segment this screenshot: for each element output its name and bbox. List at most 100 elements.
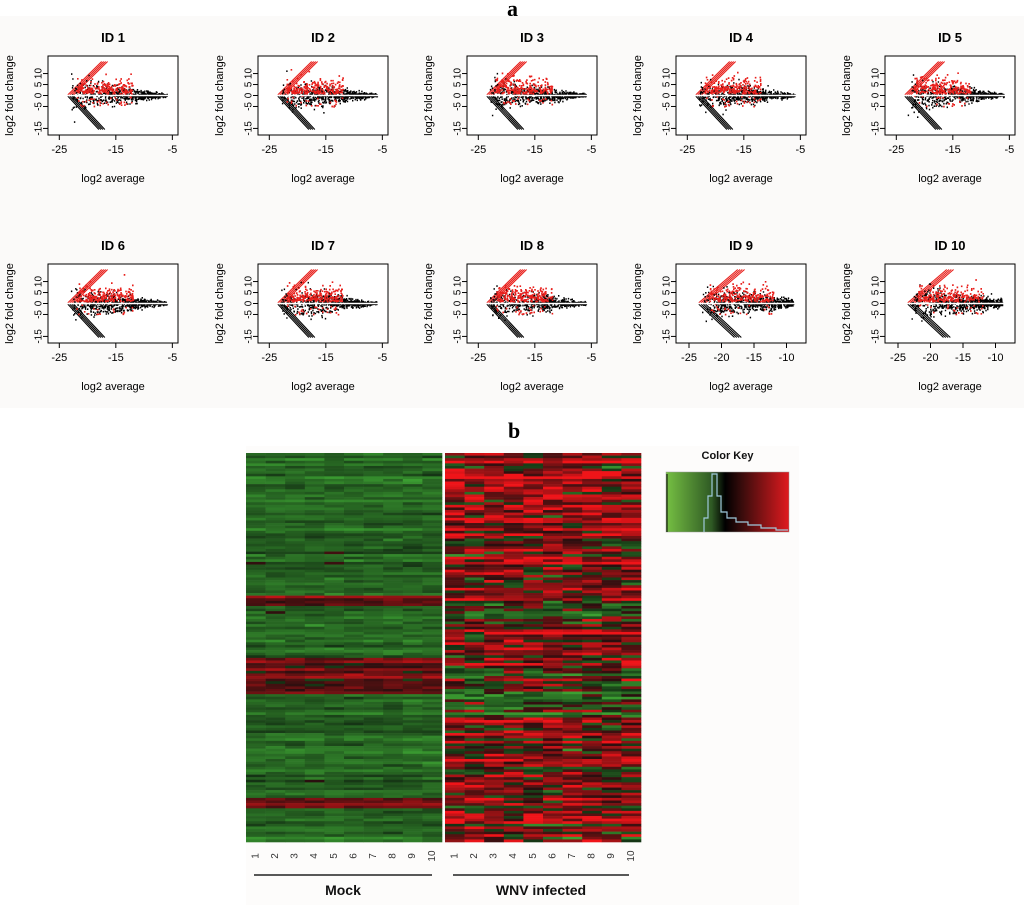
y-tick-label: 5 — [871, 289, 882, 295]
y-tick-label: -15 — [244, 329, 255, 344]
x-tick-label: -5 — [377, 352, 387, 364]
column-label: 4 — [309, 853, 320, 859]
x-tick-label: -15 — [527, 144, 543, 156]
y-tick-label: -5 — [244, 102, 255, 111]
y-tick-label: -5 — [453, 310, 464, 319]
group-label: Mock — [325, 882, 361, 898]
diagonal-upper — [277, 61, 313, 96]
y-tick-label: -5 — [34, 102, 45, 111]
diagonal-lower — [910, 95, 943, 130]
column-label: 10 — [626, 850, 637, 862]
y-tick-label: -5 — [662, 102, 673, 111]
y-tick-label: 0 — [871, 92, 882, 98]
differential-genes — [913, 72, 972, 108]
diagonal-lower — [283, 303, 316, 338]
diagonal-upper — [700, 269, 741, 304]
diagonal-upper — [73, 269, 109, 304]
y-tick-label: 10 — [871, 68, 882, 80]
y-tick-label: -15 — [871, 121, 882, 136]
diagonal-upper — [904, 61, 940, 96]
y-axis-label: log2 fold change — [632, 263, 644, 344]
column-label: 7 — [368, 853, 379, 859]
ma-points — [483, 61, 592, 130]
y-tick-label: 5 — [244, 81, 255, 87]
y-tick-label: 5 — [244, 289, 255, 295]
x-tick-label: -15 — [108, 144, 124, 156]
x-axis-label: log2 average — [918, 173, 982, 185]
y-tick-label: 0 — [34, 92, 45, 98]
x-axis-label: log2 average — [500, 173, 564, 185]
column-label: 8 — [388, 853, 399, 859]
y-tick-label: -5 — [453, 102, 464, 111]
diagonal-lower — [701, 95, 734, 130]
y-tick-label: 10 — [871, 276, 882, 288]
column-label: 6 — [547, 853, 558, 859]
diagonal-lower — [914, 303, 951, 338]
ma-plot-5: ID 5 -25 -15 -5 -15 -5 0 510 log2 average log2 fo… — [841, 30, 1016, 185]
y-tick-label: 5 — [34, 289, 45, 295]
diagonal-lower — [702, 303, 740, 338]
y-tick-label: 10 — [453, 276, 464, 288]
color-key-gradient — [665, 471, 790, 533]
diagonal-lower — [279, 95, 312, 130]
x-axis-label: log2 average — [81, 173, 145, 185]
x-tick-label: -5 — [167, 144, 177, 156]
x-tick-label: -15 — [318, 144, 334, 156]
column-label: 5 — [329, 853, 340, 859]
differential-genes — [708, 280, 775, 316]
column-label: 10 — [427, 850, 438, 862]
heatmap-wnv-block — [445, 453, 642, 843]
column-label: 6 — [348, 853, 359, 859]
x-tick-label: -25 — [888, 144, 904, 156]
panel-b-heatmap: 1 2 3 4 5 6 7 8 9 10 1 2 3 4 5 6 7 8 9 10 Mock WNV infected Co… — [246, 446, 799, 905]
y-tick-label: -15 — [34, 329, 45, 344]
subplot-title: ID 6 — [101, 238, 125, 253]
x-tick-label: -15 — [955, 352, 971, 364]
y-axis-label: log2 fold change — [423, 55, 435, 136]
diagonal-lower — [698, 303, 735, 338]
subplot-title: ID 3 — [520, 30, 544, 45]
ma-plot-8: ID 8 -25 -15 -5 -15 -5 0 510 log2 average log2 fo… — [423, 238, 598, 393]
y-tick-label: -5 — [244, 310, 255, 319]
y-axis-label: log2 fold change — [841, 263, 853, 344]
diagonal-upper — [695, 61, 731, 96]
diagonal-upper — [281, 269, 317, 304]
x-axis-label: log2 average — [709, 381, 773, 393]
y-tick-label: -5 — [34, 310, 45, 319]
y-axis-label: log2 fold change — [214, 55, 226, 136]
diagonal-lower — [277, 303, 310, 338]
subplot-title: ID 9 — [729, 238, 753, 253]
color-key-title: Color Key — [702, 450, 755, 462]
ma-plot-3: ID 3 -25 -15 -5 -15 -5 0 510 log2 average log2 fo… — [423, 30, 598, 185]
y-tick-label: 10 — [244, 68, 255, 80]
diagonal-lower — [906, 95, 939, 130]
y-tick-label: 5 — [453, 289, 464, 295]
diagonal-upper — [67, 269, 103, 304]
x-tick-label: -20 — [923, 352, 939, 364]
y-tick-label: 0 — [244, 92, 255, 98]
differential-genes — [495, 284, 554, 316]
differential-genes — [495, 72, 554, 106]
diagonal-upper — [906, 61, 942, 96]
diagonal-lower — [909, 303, 947, 338]
column-label: 2 — [469, 853, 480, 859]
diagonal-upper — [486, 269, 522, 304]
differential-genes — [704, 71, 762, 108]
y-axis-label: log2 fold change — [4, 263, 16, 344]
x-axis-label: log2 average — [81, 381, 145, 393]
diagonal-lower — [695, 95, 728, 130]
y-tick-label: 0 — [453, 300, 464, 306]
ma-points — [64, 269, 173, 338]
x-tick-label: -25 — [51, 144, 67, 156]
column-label: 9 — [407, 853, 418, 859]
y-tick-label: -15 — [244, 121, 255, 136]
differential-genes — [286, 281, 344, 316]
color-key-histogram — [703, 473, 788, 532]
diagonal-upper — [909, 269, 950, 304]
subplot-title: ID 7 — [311, 238, 335, 253]
y-tick-label: 10 — [662, 276, 673, 288]
differential-genes — [286, 68, 344, 108]
y-tick-label: 10 — [453, 68, 464, 80]
column-label: 3 — [489, 853, 500, 859]
y-tick-label: 5 — [34, 81, 45, 87]
